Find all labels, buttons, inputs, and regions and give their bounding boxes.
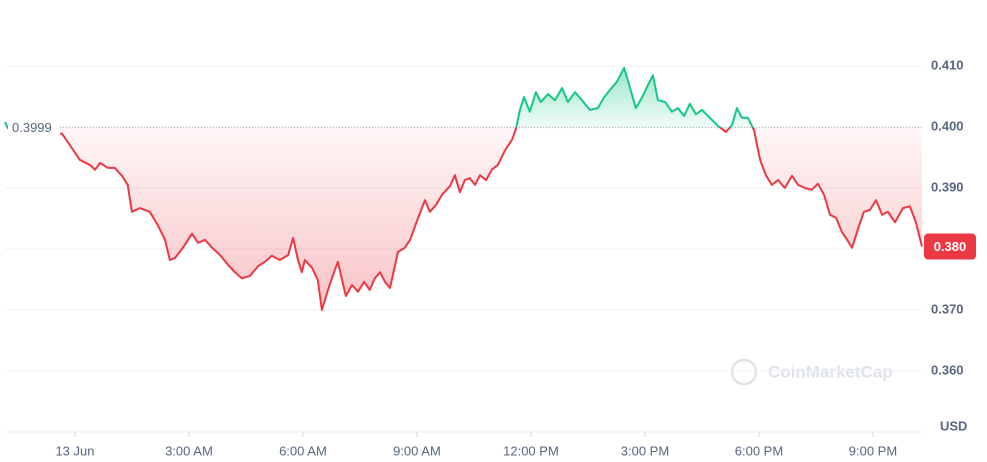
x-tick-label: 13 Jun <box>55 443 94 458</box>
current-price-badge <box>924 233 976 260</box>
x-tick-label: 12:00 PM <box>503 443 559 458</box>
watermark-logo <box>730 358 758 386</box>
y-unit: USD <box>940 418 967 433</box>
baseline-label: 0.3999 <box>12 120 52 135</box>
y-tick-label: 0.390 <box>931 179 964 194</box>
x-tick-label: 6:00 PM <box>735 443 783 458</box>
watermark-text: CoinMarketCap <box>768 362 893 381</box>
y-tick-label: 0.360 <box>931 362 964 377</box>
y-tick-label: 0.400 <box>931 118 964 133</box>
price-area <box>5 67 922 310</box>
y-tick-label: 0.410 <box>931 57 964 72</box>
x-tick-label: 3:00 AM <box>165 443 213 458</box>
x-tick-label: 6:00 AM <box>279 443 327 458</box>
current-price-label: 0.380 <box>934 239 967 254</box>
x-tick-label: 9:00 AM <box>393 443 441 458</box>
x-tick-label: 9:00 PM <box>849 443 897 458</box>
watermark: CoinMarketCap <box>730 358 893 386</box>
x-tick-label: 3:00 PM <box>621 443 669 458</box>
price-line <box>4 66 923 311</box>
baseline-label-bg <box>8 117 60 138</box>
y-tick-label: 0.370 <box>931 301 964 316</box>
